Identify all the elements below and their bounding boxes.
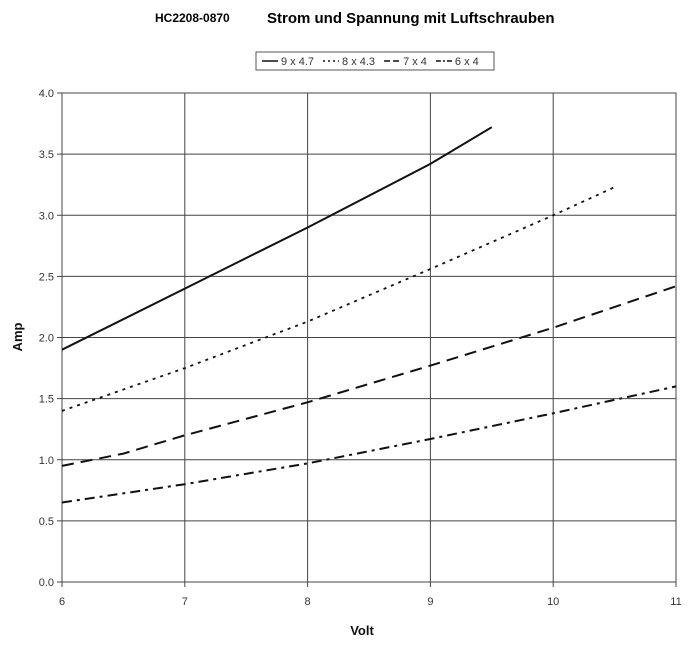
legend-label-4: 6 x 4 (455, 56, 479, 68)
legend-label-1: 9 x 4.7 (281, 56, 314, 68)
plot-area-border (61, 92, 677, 583)
chart-title: Strom und Spannung mit Luftschrauben (267, 10, 555, 27)
y-tick-label: 2.0 (39, 333, 54, 345)
x-tick-label: 9 (427, 596, 433, 608)
legend-box (255, 51, 495, 71)
grid (57, 92, 677, 587)
y-tick-label: 0.5 (39, 516, 54, 528)
x-tick-label: 8 (305, 596, 311, 608)
x-tick-label: 6 (59, 596, 65, 608)
legend-label-2: 8 x 4.3 (342, 56, 375, 68)
legend-label-3: 7 x 4 (403, 56, 427, 68)
legend: 9 x 4.7 8 x 4.3 7 x 4 6 x 4 (255, 51, 495, 71)
tick-labels: 0.0 0.5 1.0 1.5 2.0 2.5 3.0 3.5 4.0 6 7 8 9 10 11 (39, 88, 682, 608)
y-tick-label: 2.5 (39, 271, 54, 283)
x-tick-label: 11 (670, 596, 681, 608)
x-axis-label: Volt (350, 623, 374, 638)
series-line-3 (61, 285, 677, 467)
y-tick-label: 1.5 (39, 394, 54, 406)
y-tick-label: 0.0 (39, 577, 54, 589)
chart-title-code: HC2208-0870 (155, 11, 230, 25)
x-tick-label: 10 (547, 596, 559, 608)
series-group (61, 126, 677, 504)
y-tick-label: 4.0 (39, 88, 54, 100)
y-tick-label: 3.5 (39, 149, 54, 161)
series-line-2 (61, 186, 615, 412)
y-tick-label: 3.0 (39, 210, 54, 222)
x-tick-label: 7 (182, 596, 188, 608)
y-axis-label: Amp (10, 322, 25, 351)
series-line-4 (61, 385, 677, 504)
series-line-1 (61, 126, 493, 351)
y-tick-label: 1.0 (39, 455, 54, 467)
